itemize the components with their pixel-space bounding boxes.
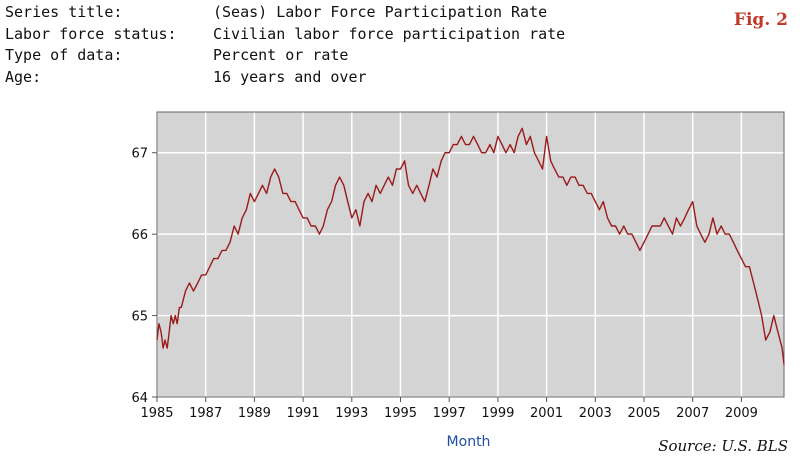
meta-label: Series title:: [5, 3, 123, 21]
y-tick-label: 67: [131, 147, 148, 162]
x-tick-label: 1989: [238, 406, 271, 421]
meta-row-series-title: Series title: (Seas) Labor Force Partici…: [5, 2, 565, 24]
x-tick-label: 2009: [725, 406, 758, 421]
meta-row-type-of-data: Type of data: Percent or rate: [5, 45, 565, 67]
meta-row-labor-force-status: Labor force status: Civilian labor force…: [5, 24, 565, 46]
meta-value: (Seas) Labor Force Participation Rate: [213, 3, 548, 21]
y-tick-label: 66: [131, 228, 148, 243]
plot-border: [156, 111, 785, 398]
plot-area: [157, 112, 784, 397]
x-tick-label: 2003: [579, 406, 612, 421]
x-tick-label: 1985: [140, 406, 173, 421]
meta-value: Civilian labor force participation rate: [213, 24, 566, 43]
x-tick-label: 1987: [189, 406, 222, 421]
x-tick-label: 2007: [676, 406, 709, 421]
figure-label: Fig. 2: [733, 10, 788, 30]
meta-label: Type of data:: [5, 46, 123, 64]
x-axis-label: Month: [447, 434, 491, 450]
series-metadata: Series title: (Seas) Labor Force Partici…: [5, 2, 565, 88]
meta-value: Percent or rate: [213, 46, 349, 64]
x-tick-label: 1995: [384, 406, 417, 421]
x-tick-label: 1997: [433, 406, 466, 421]
x-tick-label: 1999: [481, 406, 514, 421]
meta-row-age: Age: 16 years and over: [5, 67, 565, 89]
x-tick-label: 1991: [287, 406, 320, 421]
meta-label: Age:: [5, 67, 42, 86]
source-note: Source: U.S. BLS: [658, 437, 788, 455]
x-tick-label: 2005: [627, 406, 660, 421]
x-tick-label: 2001: [530, 406, 563, 421]
x-tick-label: 1993: [335, 406, 368, 421]
meta-label: Labor force status:: [5, 24, 177, 43]
y-tick-label: 64: [131, 391, 148, 406]
series-line: [156, 127, 785, 365]
meta-value: 16 years and over: [213, 67, 367, 86]
y-tick-label: 65: [131, 310, 148, 325]
